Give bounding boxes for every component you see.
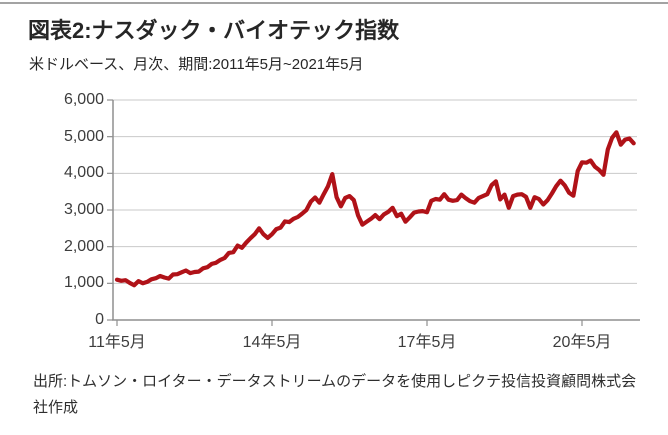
x-tick-label: 14年5月 [242,334,302,351]
y-tick-label: 1,000 [63,274,104,292]
figure-subtitle: 米ドルベース、月次、期間:2011年5月~2021年5月 [29,56,364,73]
line-chart-canvas [107,99,640,326]
source-note: 出所:トムソン・ロイター・データストリームのデータを使用しピクテ投信投資顧問株式… [33,373,637,416]
x-tick-label: 20年5月 [552,334,612,351]
y-tick-label: 4,000 [63,164,104,182]
y-tick-label: 6,000 [63,91,104,108]
y-tick-label: 0 [95,311,104,328]
x-tick-label: 17年5月 [397,334,457,351]
index-line-series [114,130,636,288]
top-divider [0,2,668,4]
x-tick-label: 11年5月 [88,334,146,351]
y-tick-label: 3,000 [63,201,104,218]
figure-title: 図表2:ナスダック・バイオテック指数 [28,18,400,43]
y-tick-label: 5,000 [63,127,104,145]
y-tick-label: 2,000 [63,237,104,255]
